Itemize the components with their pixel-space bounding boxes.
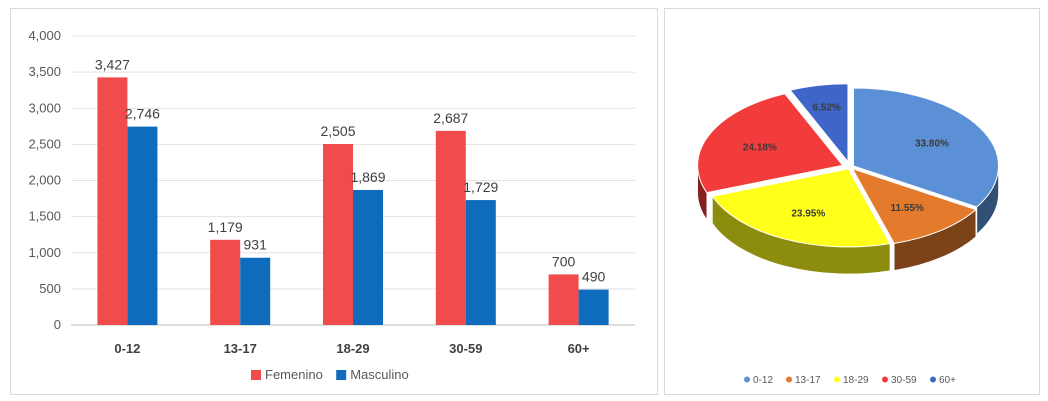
data-label: 2,505 <box>320 123 355 139</box>
bar-femenino <box>97 77 128 325</box>
legend-swatch <box>336 370 347 380</box>
bar-femenino <box>435 130 466 325</box>
data-label: 1,729 <box>463 179 498 195</box>
legend-label: Femenino <box>265 367 323 382</box>
bar-masculino <box>353 189 383 325</box>
y-tick-label: 1,500 <box>28 209 61 224</box>
pie-data-label: 23.95% <box>791 208 825 219</box>
legend-label: 60+ <box>939 375 956 386</box>
pie-slice-60+ <box>789 83 849 164</box>
y-tick-label: 2,500 <box>28 136 61 151</box>
x-tick-label: 18-29 <box>336 341 369 356</box>
pie-data-label: 33.80% <box>915 138 949 149</box>
pie-data-label: 11.55% <box>891 203 924 214</box>
y-tick-label: 0 <box>54 317 61 332</box>
legend-swatch <box>251 370 261 380</box>
data-label: 490 <box>582 269 606 285</box>
data-label: 3,427 <box>95 56 130 72</box>
y-tick-label: 3,500 <box>28 64 61 79</box>
data-label: 2,746 <box>125 106 160 122</box>
y-tick-label: 500 <box>39 281 61 296</box>
legend-label: 0-12 <box>753 375 773 386</box>
data-label: 700 <box>552 253 576 269</box>
bar-masculino <box>240 257 271 325</box>
legend-marker <box>834 376 840 383</box>
pie-chart: 33.80% 11.55% 23.95% 24.18% 6.52% 0-12 13-17 18… <box>697 83 999 386</box>
legend-label: 30-59 <box>891 375 917 386</box>
y-tick-label: 3,000 <box>28 100 61 115</box>
pie-data-label: 24.18% <box>743 142 777 153</box>
bar-chart: 0 500 1,000 1,500 2,000 2,500 3,000 3,500 4,000 3… <box>28 28 635 382</box>
y-tick-label: 1,000 <box>28 245 61 260</box>
legend-label: 13-17 <box>795 375 821 386</box>
bar-masculino <box>578 289 609 325</box>
legend-label: 18-29 <box>843 375 869 386</box>
pie-slice-13-17 <box>851 167 977 244</box>
x-tick-label: 60+ <box>568 341 590 356</box>
pie-data-label: 6.52% <box>813 103 841 114</box>
x-tick-label: 30-59 <box>449 341 482 356</box>
pie-slice-0-12 <box>852 87 999 208</box>
legend-marker <box>882 376 888 383</box>
bar-femenino <box>210 239 241 325</box>
legend-label: Masculino <box>350 367 409 382</box>
bar-masculino <box>465 200 496 325</box>
data-label: 1,179 <box>208 219 243 235</box>
bar-chart-panel: 0 500 1,000 1,500 2,000 2,500 3,000 3,500 4,000 3… <box>10 8 658 395</box>
x-tick-label: 0-12 <box>114 341 140 356</box>
pie-slice-18-29 <box>711 168 891 248</box>
data-label: 2,687 <box>433 110 468 126</box>
bar-masculino <box>127 126 158 325</box>
data-label: 1,869 <box>350 169 385 185</box>
bar-femenino <box>548 274 579 325</box>
y-tick-label: 4,000 <box>28 28 61 43</box>
legend-marker <box>744 376 750 383</box>
legend-marker <box>786 376 792 383</box>
legend-marker <box>930 376 936 383</box>
pie-slice-30-59 <box>697 93 844 194</box>
y-tick-label: 2,000 <box>28 173 61 188</box>
pie-chart-panel: 33.80% 11.55% 23.95% 24.18% 6.52% 0-12 13-17 18… <box>664 8 1040 395</box>
bar-femenino <box>323 144 353 325</box>
data-label: 931 <box>244 237 268 253</box>
x-tick-label: 13-17 <box>224 341 257 356</box>
